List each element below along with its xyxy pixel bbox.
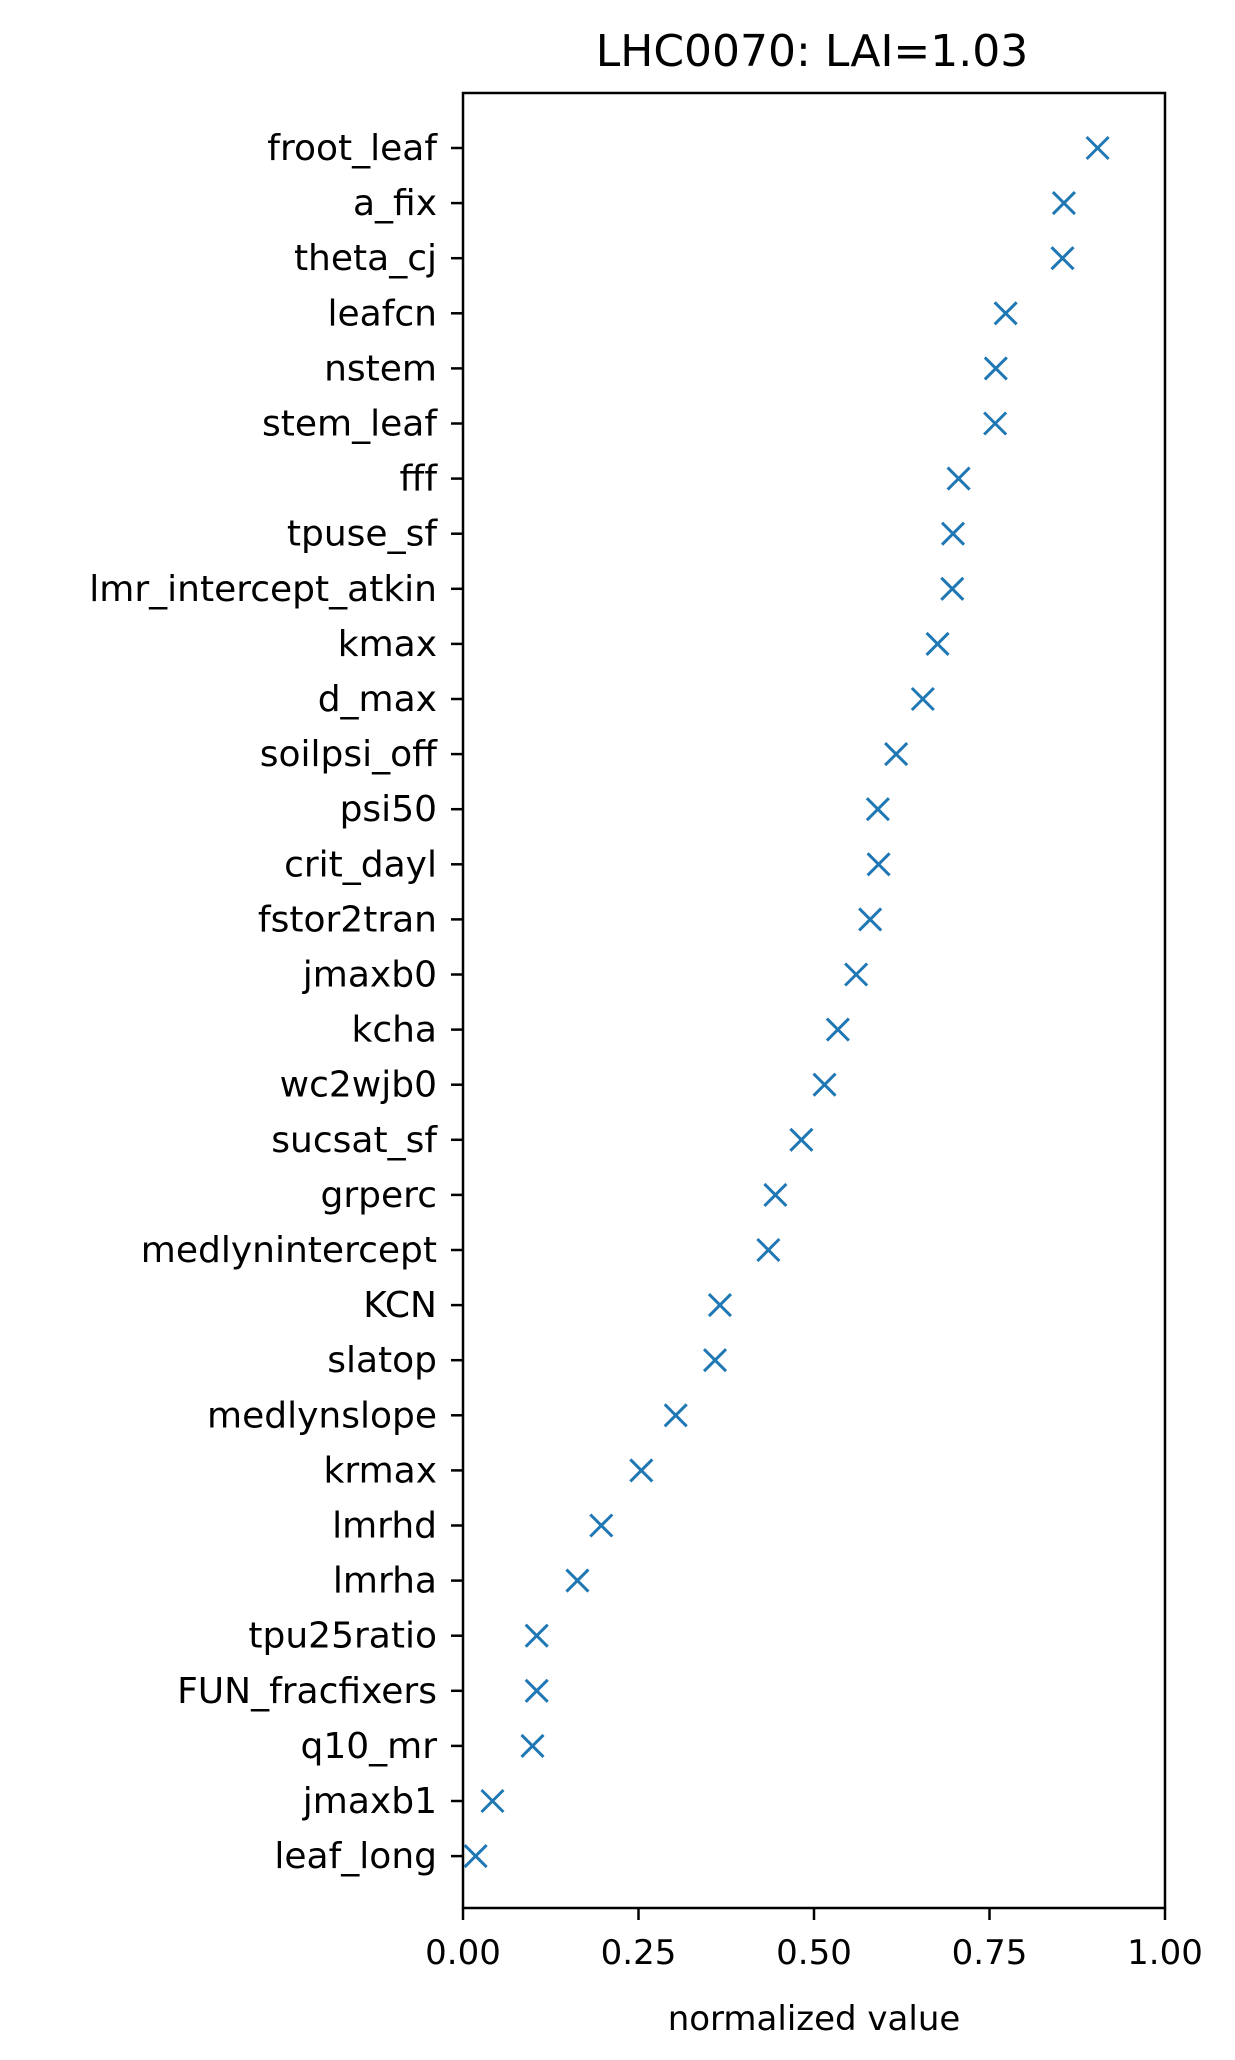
data-point-fstor2tran [858,907,883,932]
data-point-stem_leaf [983,411,1008,436]
y-tick-label: lmr_intercept_atkin [89,569,437,610]
data-point-soilpsi_off [884,742,909,767]
data-point-leafcn [993,301,1018,326]
data-point-jmaxb0 [844,962,869,987]
y-tick-label: crit_dayl [284,844,437,885]
y-tick-label: d_max [318,679,437,720]
data-point-nstem [983,356,1008,381]
y-tick-label: fstor2tran [258,899,437,940]
data-point-tpuse_sf [940,521,966,546]
y-tick-label: wc2wjb0 [280,1065,437,1106]
y-tick-label: nstem [324,348,437,389]
y-tick-label: leafcn [328,293,438,334]
y-tick-label: FUN_fracfixers [177,1671,437,1712]
data-point-FUN_fracfixers [524,1678,549,1703]
y-tick-label: jmaxb0 [302,955,437,996]
data-point-crit_dayl [866,852,891,877]
data-point-leaf_long [463,1844,488,1869]
x-tick-label: 0.75 [952,1933,1028,1973]
data-point-tpu25ratio [524,1623,549,1648]
x-axis-label: normalized value [668,1999,961,2039]
y-tick-label: krmax [324,1450,437,1491]
y-tick-label: medlynslope [207,1395,437,1436]
data-point-medlynslope [663,1403,688,1428]
data-point-krmax [629,1458,654,1483]
y-tick-label: grperc [321,1175,437,1216]
data-point-jmaxb1 [480,1788,505,1814]
data-markers [463,135,1110,1869]
y-tick-label: lmrhd [332,1506,437,1547]
x-axis: 0.00 0.25 0.50 0.75 1.00 [425,1908,1203,1973]
y-tick-label: kmax [338,624,437,665]
y-tick-label: jmaxb1 [302,1781,437,1822]
y-tick-label: a_fix [353,183,437,224]
data-point-KCN [707,1293,732,1318]
y-tick-label: slatop [327,1340,437,1381]
y-tick-label: soilpsi_off [260,734,438,775]
data-point-a_fix [1051,191,1076,216]
y-tick-label: psi50 [340,789,437,830]
chart-title: LHC0070: LAI=1.03 [596,26,1029,77]
x-tick-label: 0.25 [601,1933,677,1973]
data-point-grperc [763,1182,788,1207]
y-tick-label: lmrha [333,1561,437,1602]
y-tick-label: tpu25ratio [248,1616,437,1657]
x-tick-label: 0.50 [776,1933,852,1973]
y-tick-label: medlynintercept [141,1230,437,1271]
data-point-lmrha [565,1568,590,1593]
data-point-theta_cj [1050,246,1075,271]
data-point-q10_mr [520,1733,545,1758]
data-point-fff [946,466,971,491]
data-point-wc2wjb0 [812,1072,837,1097]
y-tick-label: stem_leaf [262,404,438,445]
data-point-medlynintercept [756,1237,781,1263]
y-tick-label: KCN [363,1285,437,1326]
data-point-froot_leaf [1085,135,1110,161]
y-tick-label: tpuse_sf [287,514,438,555]
y-tick-label: froot_leaf [267,128,438,169]
y-tick-label: q10_mr [300,1726,437,1767]
data-point-sucsat_sf [789,1127,814,1152]
data-point-lmrhd [589,1513,614,1538]
y-tick-label: sucsat_sf [271,1120,438,1161]
y-tick-label: fff [400,459,439,500]
data-point-lmr_intercept_atkin [940,576,965,601]
plot-area [461,91,1167,1910]
data-point-kmax [925,631,950,656]
data-point-d_max [910,686,935,712]
y-tick-label: leaf_long [274,1836,437,1877]
data-point-slatop [702,1348,728,1373]
data-point-kcha [825,1017,850,1042]
data-point-psi50 [865,797,890,822]
x-tick-label: 1.00 [1127,1933,1203,1973]
y-tick-label: theta_cj [294,238,437,279]
y-tick-label: kcha [351,1010,437,1051]
x-tick-label: 0.00 [425,1933,501,1973]
